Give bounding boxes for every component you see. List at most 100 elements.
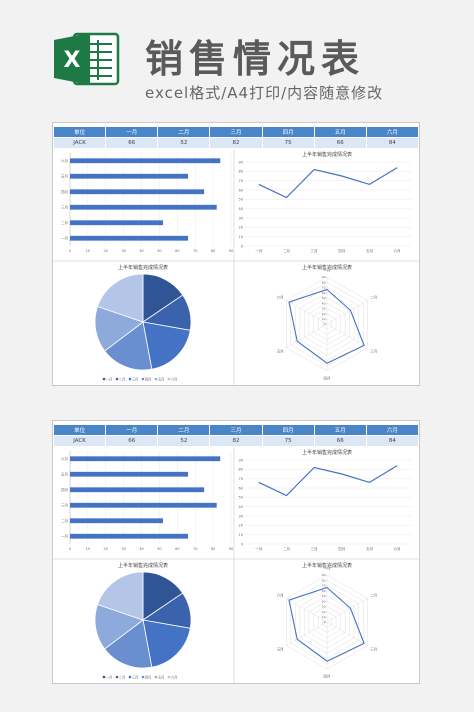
line-chart-tick-label: 10 — [239, 533, 243, 537]
table-cell: 75 — [261, 435, 315, 447]
pie-chart-slice — [104, 619, 153, 669]
pie-chart-legend-marker — [102, 377, 106, 381]
bar-chart-tick-label: 90 — [229, 547, 233, 551]
excel-logo-icon: X — [54, 32, 120, 86]
line-chart-tick-label: 30 — [239, 514, 243, 518]
line-chart-tick-label: 40 — [239, 207, 243, 211]
pie-chart-slice — [142, 321, 191, 370]
bar-chart-category-label: 三月 — [61, 205, 68, 210]
line-chart-title: 上半年销售完成情况表 — [302, 449, 352, 456]
line-chart-tick-label: 80 — [239, 468, 243, 472]
radar-chart-spoke — [286, 621, 328, 646]
pie-chart-legend-label: 一月 — [106, 377, 112, 381]
bar-chart-category-label: 四月 — [61, 487, 68, 492]
table-cell: 84 — [365, 137, 420, 149]
radar-chart-spoke — [326, 300, 368, 325]
table-cell: 66 — [313, 435, 367, 447]
radar-chart-tick-label: 10 — [322, 317, 326, 321]
line-chart-category-label: 四月 — [338, 546, 345, 551]
table-cell: 75 — [261, 137, 315, 149]
bar-chart-tick-label: 10 — [86, 249, 90, 253]
bar-chart-tick-label: 50 — [157, 249, 161, 253]
radar-chart-tick-label: 70 — [322, 286, 326, 290]
bar-chart-tick-label: 70 — [193, 547, 197, 551]
bar-chart-category-label: 二月 — [61, 518, 68, 523]
radar-chart-category-label: 三月 — [370, 646, 377, 651]
bar-chart-category-label: 三月 — [61, 503, 68, 508]
line-chart-category-label: 三月 — [311, 546, 318, 551]
radar-chart-tick-label: 60 — [322, 589, 326, 593]
header-banner: X 销售情况表 excel格式/A4打印/内容随意修改 — [0, 0, 474, 118]
radar-chart-category-label: 一月 — [324, 565, 331, 570]
table-header-cell: 单位 — [52, 424, 107, 436]
line-chart-tick-label: 20 — [239, 524, 243, 528]
radar-chart-tick-label: 0 — [324, 322, 326, 326]
bar-chart-category-label: 六月 — [61, 158, 68, 163]
radar-chart-tick-label: 70 — [322, 584, 326, 588]
line-chart-tick-label: 0 — [241, 542, 243, 546]
charts-area: 0 10 20 30 40 50 60 70 80 90一月二月三月四月五月六月上半年销售完成情况… — [53, 150, 419, 385]
bar-chart-bar — [70, 158, 221, 164]
line-chart-tick-label: 50 — [239, 496, 243, 500]
pie-chart-legend-marker — [128, 377, 132, 381]
pie-chart-legend-label: 六月 — [171, 376, 177, 381]
radar-chart-spoke — [326, 621, 368, 646]
table-header-row: 单位 一月 二月 三月 四月 五月 六月 — [52, 126, 420, 138]
table-header-cell: 四月 — [261, 424, 315, 436]
bar-chart-tick-label: 40 — [139, 249, 143, 253]
pie-chart-legend-marker — [102, 675, 106, 679]
pie-chart-legend-label: 五月 — [158, 377, 164, 381]
radar-chart-category-label: 五月 — [277, 646, 284, 651]
line-chart-category-label: 六月 — [394, 248, 401, 253]
table-header-cell: 四月 — [261, 126, 315, 138]
radar-chart-tick-label: 10 — [322, 615, 326, 619]
table-cell: 84 — [365, 435, 420, 447]
line-chart-category-label: 五月 — [366, 546, 373, 551]
pie-chart-legend-marker — [115, 377, 119, 381]
line-chart: 上半年销售完成情况表 0 10 20 30 40 50 60 70 80 90 一月 二月 三月 四月 五月 六… — [239, 151, 411, 253]
table-header-cell: 五月 — [313, 126, 367, 138]
bar-chart-tick-label: 40 — [139, 547, 143, 551]
line-chart-category-label: 六月 — [394, 546, 401, 551]
bar-chart-bar — [70, 204, 217, 210]
radar-chart-spoke — [326, 323, 368, 348]
sales-table: 单位 一月 二月 三月 四月 五月 六月 JACK 66 52 82 75 66 84 — [52, 424, 420, 447]
pie-chart-legend-label: 一月 — [106, 675, 112, 679]
bar-chart-bar — [70, 173, 189, 179]
bar-chart: 0 10 20 30 40 50 60 70 80 90 一月 二月 三月 四月 五月 六月 — [61, 153, 233, 253]
radar-chart-category-label: 六月 — [277, 294, 284, 299]
bar-chart-category-label: 六月 — [61, 456, 68, 461]
pie-chart-legend-marker — [154, 377, 158, 381]
pie-chart-legend-marker — [167, 377, 171, 381]
radar-chart-tick-label: 80 — [322, 280, 326, 284]
bar-chart-tick-label: 10 — [86, 547, 90, 551]
pie-chart-title: 上半年销售完成情况表 — [118, 562, 168, 569]
bar-chart-bar — [70, 533, 189, 539]
pie-chart-slice — [142, 571, 184, 621]
table-header-cell: 二月 — [157, 424, 211, 436]
table-cell: JACK — [52, 137, 107, 149]
line-chart-category-label: 五月 — [366, 248, 373, 253]
pie-chart-legend-marker — [128, 675, 132, 679]
table-header-cell: 三月 — [209, 126, 263, 138]
bar-chart-tick-label: 20 — [104, 249, 108, 253]
radar-chart-category-label: 二月 — [370, 294, 377, 299]
radar-chart-tick-label: 0 — [324, 620, 326, 624]
pie-chart-legend-marker — [154, 675, 158, 679]
bar-chart-bar — [70, 502, 217, 508]
pie-chart-legend-marker — [167, 675, 171, 679]
bar-chart-tick-label: 60 — [175, 547, 179, 551]
line-chart-tick-label: 20 — [239, 226, 243, 230]
radar-chart-tick-label: 90 — [322, 573, 326, 577]
table-cell: JACK — [52, 435, 107, 447]
radar-chart-series — [288, 288, 365, 364]
radar-chart-tick-label: 40 — [322, 301, 326, 305]
table-header-cell: 三月 — [209, 424, 263, 436]
line-chart-tick-label: 90 — [239, 458, 243, 462]
table-cell: 52 — [157, 137, 211, 149]
pie-chart-legend-label: 四月 — [145, 377, 151, 381]
table-header-row: 单位 一月 二月 三月 四月 五月 六月 — [52, 424, 420, 436]
